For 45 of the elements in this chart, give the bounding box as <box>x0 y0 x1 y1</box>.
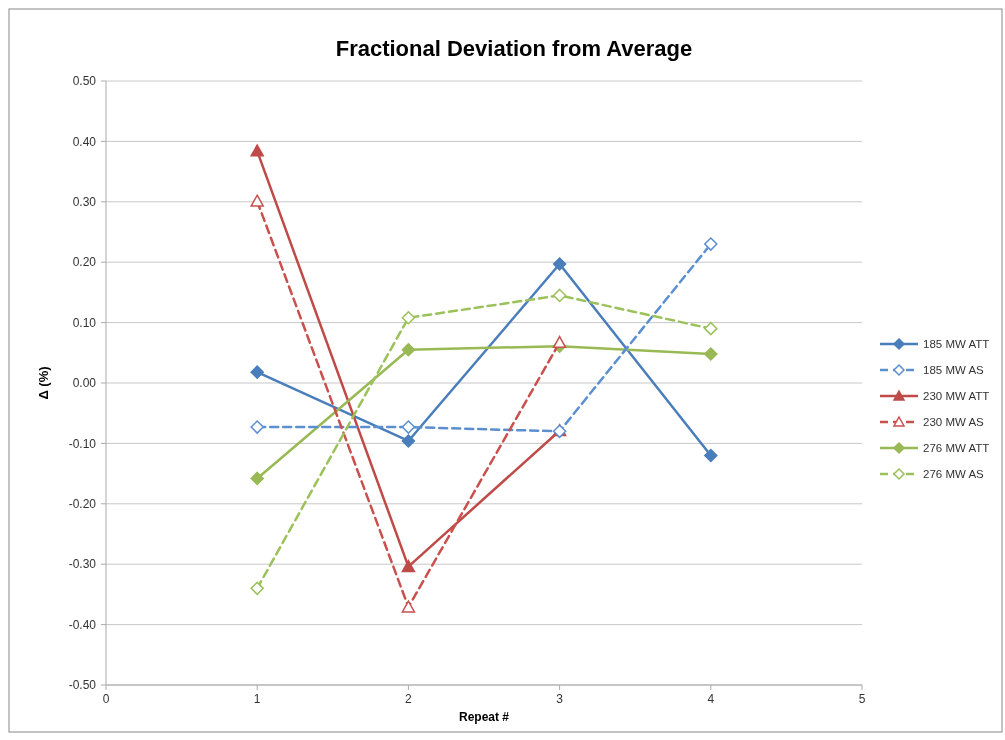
legend-label: 185 MW ATT <box>923 338 990 351</box>
point <box>250 144 264 157</box>
point <box>704 321 718 336</box>
point <box>552 288 567 303</box>
x-tick-label: 2 <box>405 692 413 706</box>
point <box>401 343 416 357</box>
point <box>552 257 567 271</box>
point <box>704 347 718 361</box>
y-tick-label: 0.40 <box>72 134 97 149</box>
y-tick-label: -0.20 <box>68 497 97 511</box>
legend-label: 230 MW AS <box>923 416 985 429</box>
x-axis-title: Repeat # <box>458 710 510 724</box>
x-tick-label: 0 <box>102 692 110 706</box>
x-tick-label: 5 <box>858 692 866 706</box>
point <box>250 471 264 486</box>
y-tick-label: 0.10 <box>72 315 97 330</box>
y-tick-label: -0.30 <box>68 557 97 572</box>
point <box>401 420 416 434</box>
y-tick-label: -0.10 <box>68 436 97 451</box>
point <box>704 237 718 251</box>
point <box>401 434 416 448</box>
point <box>552 335 567 349</box>
y-tick-label: 0.50 <box>72 74 97 89</box>
y-tick-label: 0.20 <box>72 255 97 270</box>
y-tick-label: 0.30 <box>72 195 97 209</box>
legend-label: 185 MW AS <box>923 364 985 377</box>
x-tick-label: 1 <box>253 692 261 706</box>
y-tick-label: -0.50 <box>68 678 97 693</box>
legend-label: 276 MW AS <box>923 468 985 481</box>
y-tick-label: -0.40 <box>68 617 97 632</box>
point <box>401 559 416 573</box>
chart-title: Fractional Deviation from Average <box>335 36 693 61</box>
legend-label: 230 MW ATT <box>923 390 990 403</box>
y-tick-label: 0.00 <box>72 376 97 391</box>
x-tick-label: 3 <box>556 692 564 706</box>
legend-label: 276 MW ATT <box>923 442 990 455</box>
x-tick-label: 4 <box>707 692 715 706</box>
point <box>250 420 264 434</box>
point <box>704 448 718 463</box>
point <box>250 581 264 596</box>
point <box>250 365 264 379</box>
point <box>401 600 416 613</box>
point <box>250 194 264 207</box>
point <box>401 311 416 325</box>
y-axis-title: Δ (%) <box>36 366 51 400</box>
